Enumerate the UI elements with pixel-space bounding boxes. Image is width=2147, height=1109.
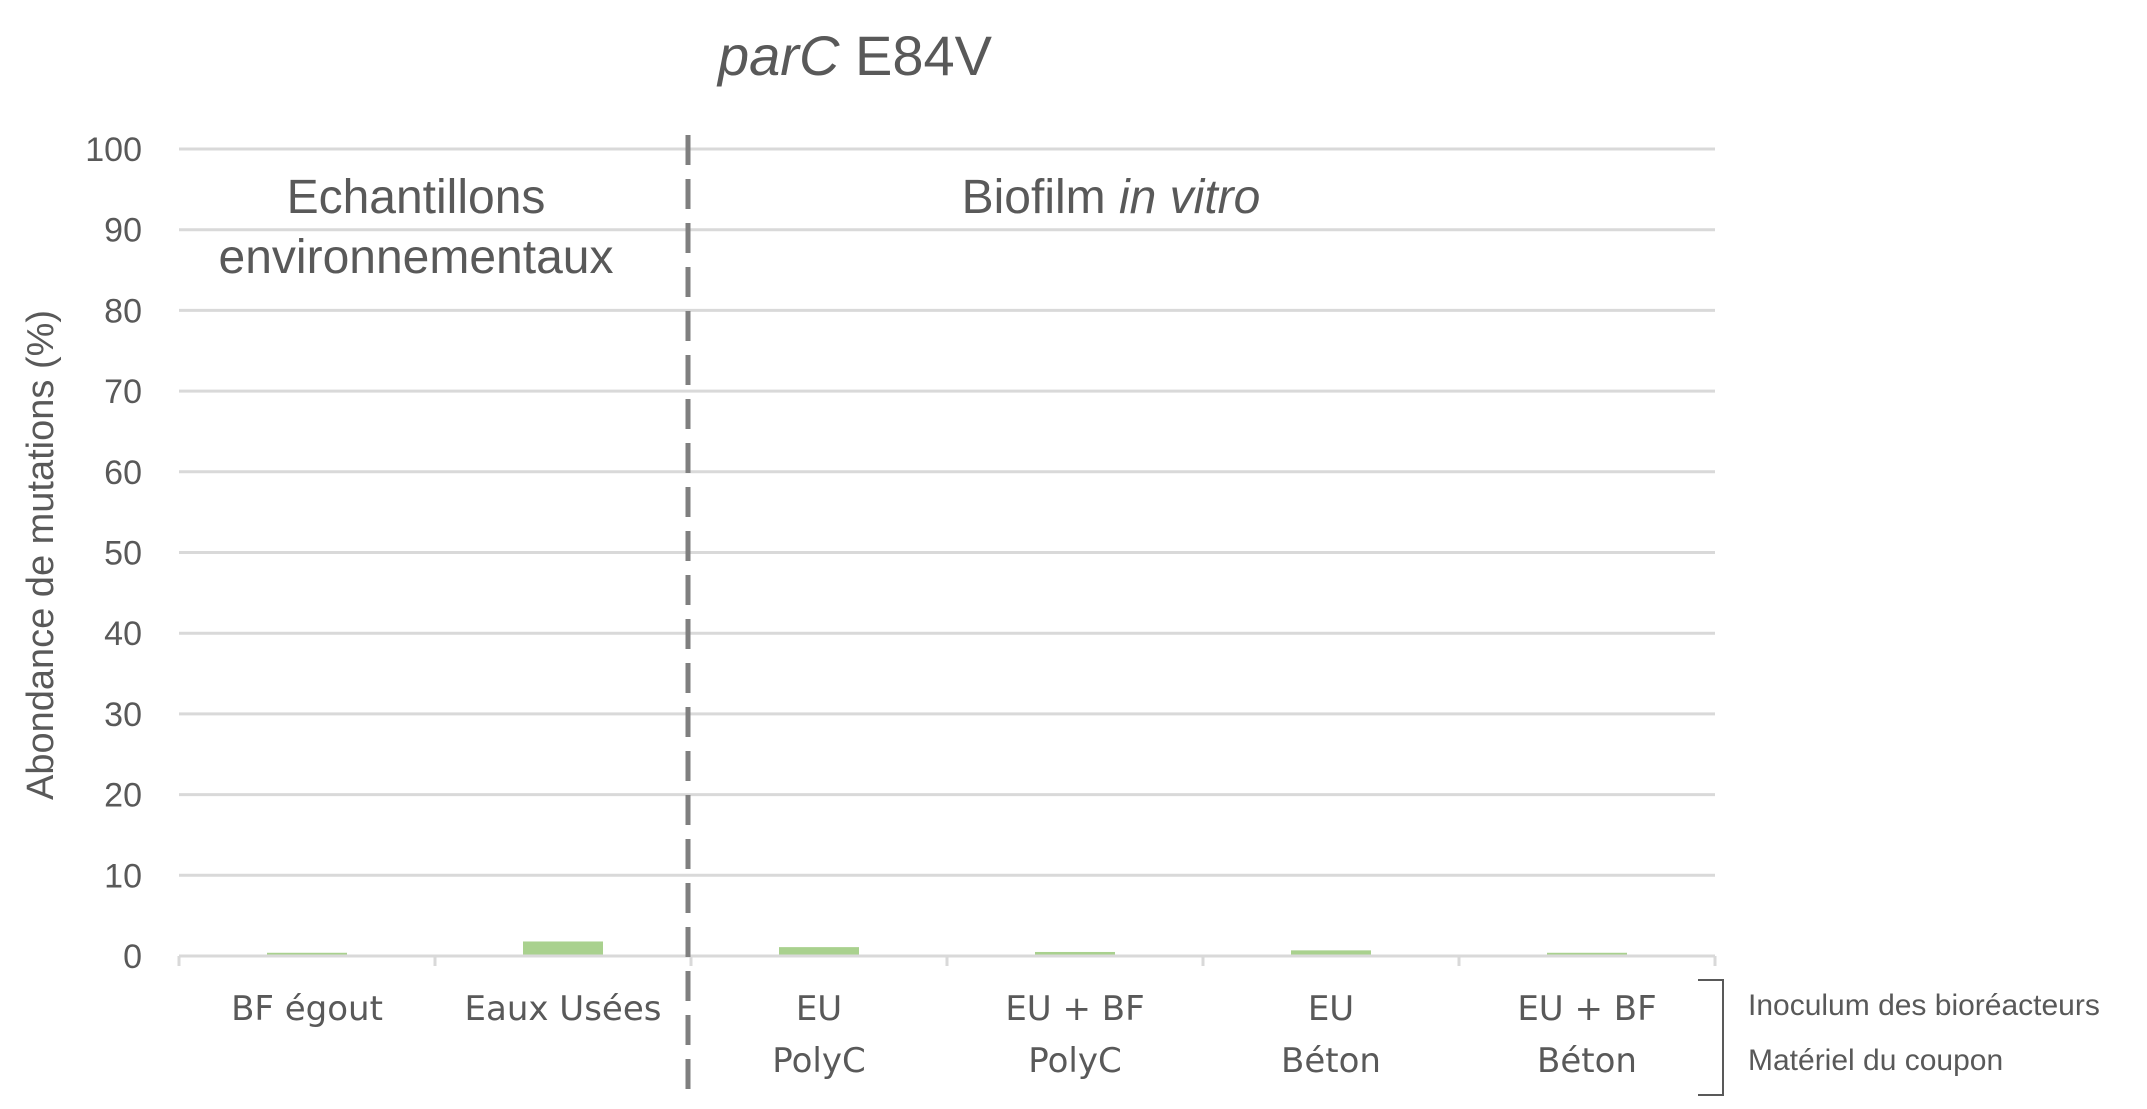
chart-title-italic: parC bbox=[716, 24, 840, 87]
y-axis-title: Abondance de mutations (%) bbox=[20, 310, 62, 800]
x-tick-label: EU + BF bbox=[1005, 989, 1144, 1029]
x-tick-label: EU bbox=[796, 989, 842, 1029]
bar bbox=[523, 941, 603, 956]
bar bbox=[1547, 952, 1627, 956]
y-tick-label: 20 bbox=[104, 777, 142, 815]
x-tick-label: Eaux Usées bbox=[465, 989, 662, 1029]
x-tick-labels: BF égout Eaux Usées EU PolyC EU + BF PolyC EU B… bbox=[231, 989, 1657, 1081]
y-tick-label: 30 bbox=[104, 696, 142, 734]
x-tick-label: EU bbox=[1308, 989, 1354, 1029]
y-tick-label: 60 bbox=[104, 454, 142, 492]
x-tick-label-line2: Béton bbox=[1281, 1041, 1381, 1081]
y-tick-label: 10 bbox=[104, 857, 142, 895]
y-tick-label: 40 bbox=[104, 615, 142, 653]
y-tick-label: 70 bbox=[104, 373, 142, 411]
region-label-biofilm-regular: Biofilm bbox=[962, 171, 1119, 224]
y-tick-label: 90 bbox=[104, 212, 142, 250]
chart-title: parC E84V bbox=[716, 24, 993, 87]
bar bbox=[267, 952, 347, 956]
y-tick-label: 100 bbox=[85, 131, 142, 169]
x-tick-label-line2: Béton bbox=[1537, 1041, 1637, 1081]
x-tick-label-line2: PolyC bbox=[1028, 1041, 1121, 1081]
y-tick-label: 0 bbox=[123, 938, 142, 976]
bar bbox=[1291, 950, 1371, 956]
region-label-biofilm-italic: in vitro bbox=[1119, 171, 1260, 224]
y-tick-labels: 0 10 20 30 40 50 60 70 80 90 100 bbox=[85, 131, 142, 976]
row-label-inoculum: Inoculum des bioréacteurs bbox=[1748, 989, 2100, 1022]
region-label-environmental-line2: environnementaux bbox=[219, 231, 614, 284]
category-bracket bbox=[1698, 979, 1724, 1096]
bar bbox=[1035, 951, 1115, 956]
region-label-biofilm: Biofilm in vitro bbox=[962, 171, 1261, 224]
bar bbox=[779, 947, 859, 956]
chart-title-regular: E84V bbox=[839, 24, 992, 87]
x-tick-label: EU + BF bbox=[1517, 989, 1656, 1029]
x-tick-label: BF égout bbox=[231, 989, 383, 1029]
y-tick-label: 50 bbox=[104, 535, 142, 573]
x-tick-label-line2: PolyC bbox=[772, 1041, 865, 1081]
row-label-coupon-material: Matériel du coupon bbox=[1748, 1044, 2003, 1077]
region-label-environmental-line1: Echantillons bbox=[287, 171, 546, 224]
bars bbox=[267, 941, 1627, 956]
gridlines bbox=[179, 147, 1715, 877]
x-ticks bbox=[177, 956, 1717, 966]
y-tick-label: 80 bbox=[104, 292, 142, 330]
